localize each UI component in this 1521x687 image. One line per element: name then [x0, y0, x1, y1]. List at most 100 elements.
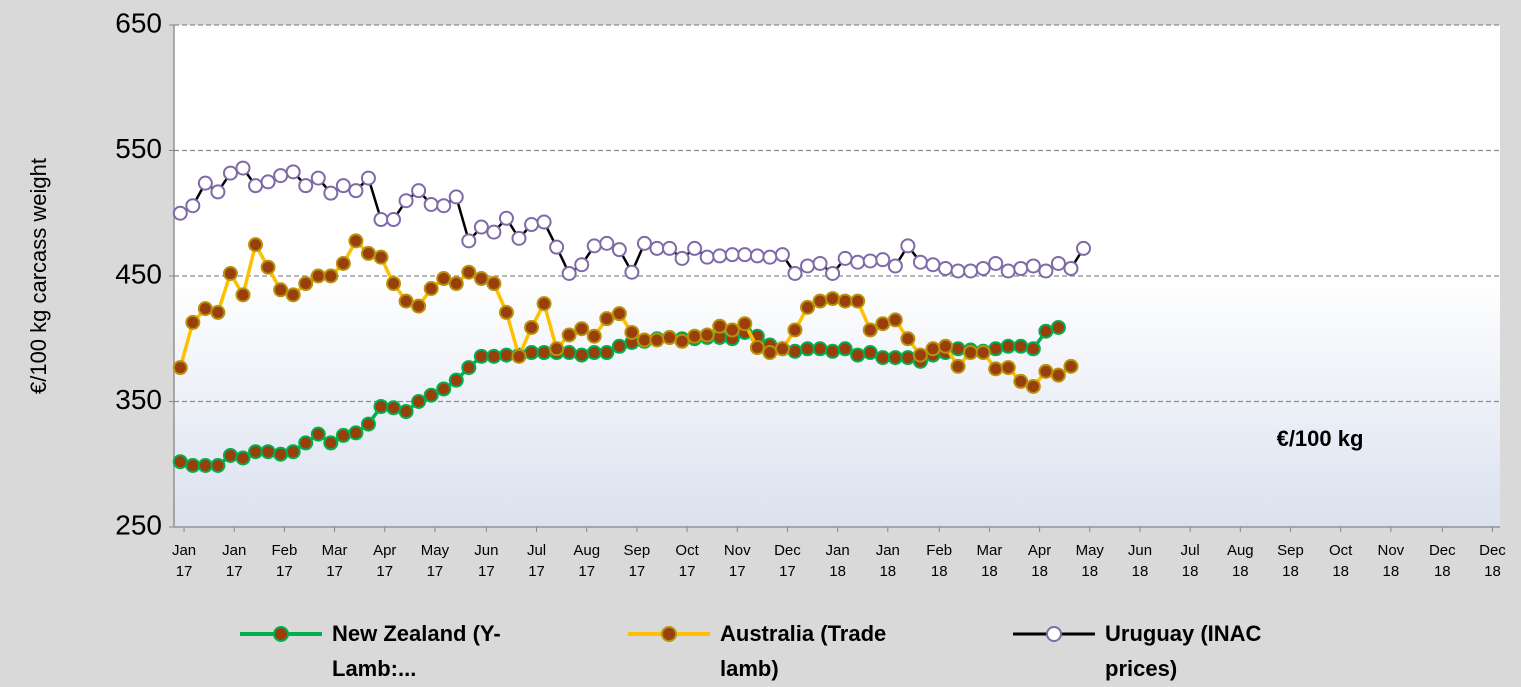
marker	[461, 264, 477, 280]
marker	[561, 327, 577, 343]
marker	[825, 291, 841, 307]
marker	[950, 341, 966, 357]
x-tick-label: Sep 18	[1277, 542, 1304, 580]
marker	[925, 341, 941, 357]
marker	[737, 247, 753, 263]
marker	[310, 426, 326, 442]
marker	[348, 183, 364, 199]
marker	[887, 350, 903, 366]
x-tick-label: Dec 17	[774, 542, 801, 580]
x-tick-label: Jan 18	[875, 542, 900, 580]
marker	[285, 287, 301, 303]
x-tick-label: Dec 18	[1479, 542, 1506, 580]
marker	[1050, 319, 1066, 335]
marker	[1000, 338, 1016, 354]
marker	[561, 345, 577, 361]
marker	[298, 276, 314, 292]
marker	[862, 322, 878, 338]
x-tick-label: Jul 18	[1180, 542, 1200, 580]
marker	[323, 268, 339, 284]
marker	[712, 318, 728, 334]
marker	[699, 327, 715, 343]
marker	[611, 306, 627, 322]
marker	[473, 348, 489, 364]
marker	[724, 247, 740, 263]
marker	[825, 343, 841, 359]
marker	[574, 321, 590, 337]
marker	[850, 254, 866, 270]
marker	[1038, 323, 1054, 339]
marker	[386, 400, 402, 416]
marker	[975, 345, 991, 361]
marker	[837, 341, 853, 357]
marker	[950, 358, 966, 374]
marker	[310, 170, 326, 186]
marker	[938, 260, 954, 276]
marker	[687, 328, 703, 344]
legend-label: New Zealand (Y-Lamb:...	[332, 621, 501, 681]
marker	[436, 198, 452, 214]
marker	[1013, 260, 1029, 276]
marker	[524, 345, 540, 361]
marker	[498, 347, 514, 363]
annotation: €/100 kg	[1277, 426, 1364, 451]
marker	[837, 293, 853, 309]
marker	[561, 265, 577, 281]
marker	[662, 240, 678, 256]
marker	[988, 361, 1004, 377]
marker	[222, 165, 238, 181]
marker	[411, 298, 427, 314]
legend-label: Australia (Trade lamb)	[720, 621, 887, 681]
marker	[800, 299, 816, 315]
marker	[950, 263, 966, 279]
x-tick-label: Feb 17	[271, 542, 298, 580]
marker	[812, 341, 828, 357]
marker	[850, 347, 866, 363]
marker	[273, 282, 289, 298]
marker	[260, 259, 276, 275]
marker	[511, 348, 527, 364]
marker	[222, 265, 238, 281]
marker	[1013, 338, 1029, 354]
x-tick-label: Dec 18	[1428, 542, 1456, 580]
marker	[1038, 363, 1054, 379]
x-tick-label: May 17	[420, 542, 450, 580]
x-tick-label: Oct 18	[1329, 542, 1353, 580]
x-tick-label: Aug 17	[573, 542, 601, 580]
marker	[636, 332, 652, 348]
marker	[197, 175, 213, 191]
marker	[360, 170, 376, 186]
x-tick-label: Jun 17	[474, 542, 499, 580]
marker	[536, 296, 552, 312]
marker	[549, 239, 565, 255]
marker	[398, 293, 414, 309]
marker	[875, 252, 891, 268]
x-tick-label: Mar 18	[976, 542, 1003, 580]
marker	[335, 427, 351, 443]
marker	[423, 196, 439, 212]
legend-label: Uruguay (INAC prices)	[1105, 621, 1262, 681]
marker	[360, 245, 376, 261]
marker	[574, 257, 590, 273]
marker	[436, 381, 452, 397]
marker	[662, 329, 678, 345]
marker	[837, 250, 853, 266]
marker	[611, 338, 627, 354]
marker	[599, 345, 615, 361]
marker	[624, 264, 640, 280]
marker	[335, 178, 351, 194]
x-tick-label: Feb 18	[926, 542, 953, 580]
x-tick-label: Apr 17	[373, 542, 397, 580]
marker	[599, 311, 615, 327]
marker	[1025, 378, 1041, 394]
y-tick-label: 550	[115, 133, 162, 164]
marker	[963, 263, 979, 279]
marker	[273, 168, 289, 184]
x-tick-label: Sep 17	[623, 542, 651, 580]
marker	[298, 435, 314, 451]
marker	[674, 333, 690, 349]
marker	[398, 193, 414, 209]
marker	[800, 341, 816, 357]
